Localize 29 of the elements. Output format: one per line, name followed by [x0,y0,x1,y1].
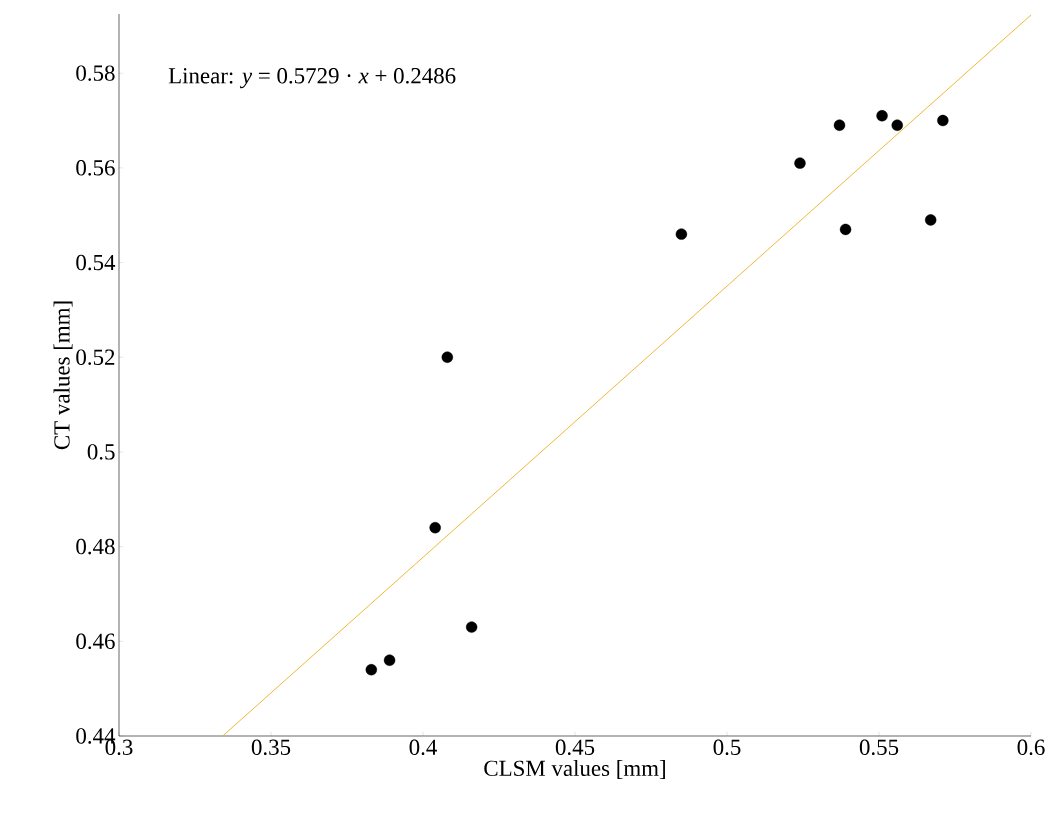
x-axis-title: CLSM values [mm] [484,759,665,779]
y-tick-label: 0.46 [76,633,115,650]
point [675,228,688,240]
annotation: Linear: y = 0.5729 · x + 0.2486 [168,68,456,89]
x-tick-label: 0.5 [713,739,741,756]
point [383,654,396,666]
point [794,157,806,169]
y-axis-title: CT values [mm] [53,301,73,450]
y-tick-label: 0.52 [76,349,115,366]
point [891,119,903,131]
point [441,351,453,363]
y-tick-label: 0.5 [87,444,115,460]
point [429,522,441,534]
y-tick-label: 0.48 [76,538,115,555]
point [465,621,478,633]
point [365,664,377,676]
x-tick-label: 0.35 [251,739,291,756]
point [937,114,949,127]
point [833,119,846,131]
x-tick-label: 0.55 [859,739,899,756]
x-tick-label: 0.45 [555,739,595,756]
x-tick-label: 0.6 [1017,739,1045,756]
point [839,223,852,236]
point [925,214,937,226]
point [876,110,888,122]
y-tick-label: 0.58 [76,65,115,81]
y-tick-label: 0.56 [76,160,115,176]
y-tick-label: 0.54 [76,254,116,271]
x-tick-label: 0.4 [409,739,437,756]
